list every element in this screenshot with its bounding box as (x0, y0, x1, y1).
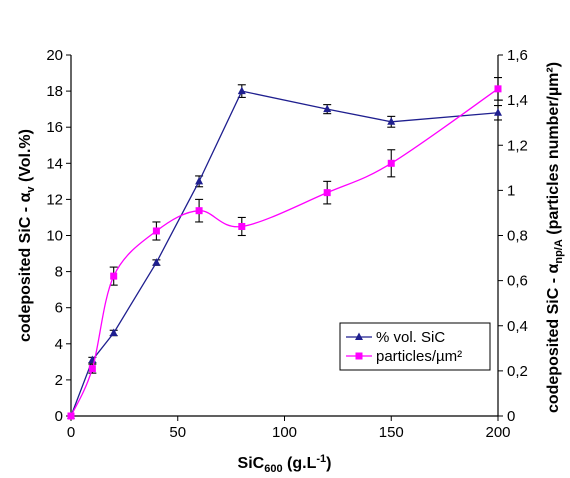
y-right-tick-label: 1 (507, 182, 515, 199)
legend-marker-vol-sic (355, 332, 363, 340)
y-left-tick-label: 12 (46, 191, 63, 208)
x-axis-title: SiC600 (g.L-1) (238, 453, 332, 475)
data-point-particles (387, 159, 395, 167)
data-point-particles (323, 189, 331, 197)
y-left-tick-label: 2 (55, 372, 63, 389)
y-left-tick-label: 14 (46, 155, 63, 172)
x-tick-label: 150 (379, 424, 404, 441)
x-tick-label: 50 (169, 424, 186, 441)
data-point-particles (195, 207, 203, 215)
data-point-vol-sic (494, 108, 502, 116)
data-point-vol-sic (195, 176, 204, 185)
series-vol-sic (67, 84, 502, 419)
legend-label-vol-sic: % vol. SiC (376, 329, 445, 346)
y-left-tick-label: 16 (46, 119, 63, 136)
y-left-tick-label: 6 (55, 300, 63, 317)
y-left-tick-label: 0 (55, 408, 63, 425)
legend: % vol. SiC particles/µm² (339, 322, 491, 371)
y-right-tick-label: 0,6 (507, 273, 528, 290)
y-left-tick-label: 18 (46, 83, 63, 100)
y-left-tick-label: 20 (46, 47, 63, 64)
y-axis-right-title: codeposited SiC - αnp/A (particles numbe… (545, 62, 565, 413)
data-point-particles (152, 227, 160, 235)
y-right-tick-label: 0 (507, 408, 515, 425)
y-left-tick-label: 4 (55, 336, 63, 353)
y-right-tick-label: 1,6 (507, 47, 528, 64)
data-point-vol-sic (323, 104, 332, 113)
y-left-tick-label: 8 (55, 264, 63, 281)
legend-box (339, 322, 491, 371)
data-point-vol-sic (387, 117, 396, 125)
data-point-particles (238, 222, 246, 230)
data-point-particles (67, 412, 75, 420)
x-tick-label: 0 (67, 424, 75, 441)
y-right-tick-label: 0,8 (507, 228, 528, 245)
y-axis-left-title: codeposited SiC - αv (Vol.%) (17, 129, 37, 342)
y-right-tick-label: 1,2 (507, 137, 528, 154)
data-point-vol-sic (109, 328, 118, 336)
data-point-particles (88, 365, 96, 373)
legend-marker-particles (355, 352, 363, 360)
legend-label-particles: particles/µm² (376, 348, 462, 365)
y-left-tick-label: 10 (46, 228, 63, 245)
y-right-tick-label: 1,4 (507, 92, 528, 109)
x-tick-label: 200 (485, 424, 510, 441)
data-point-vol-sic (237, 86, 246, 95)
y-right-tick-label: 0,4 (507, 318, 528, 335)
data-point-vol-sic (152, 258, 161, 266)
y-right-tick-label: 0,2 (507, 363, 528, 380)
series-particles (67, 77, 502, 420)
data-point-particles (110, 272, 118, 280)
data-point-particles (494, 85, 502, 93)
x-tick-label: 100 (272, 424, 297, 441)
